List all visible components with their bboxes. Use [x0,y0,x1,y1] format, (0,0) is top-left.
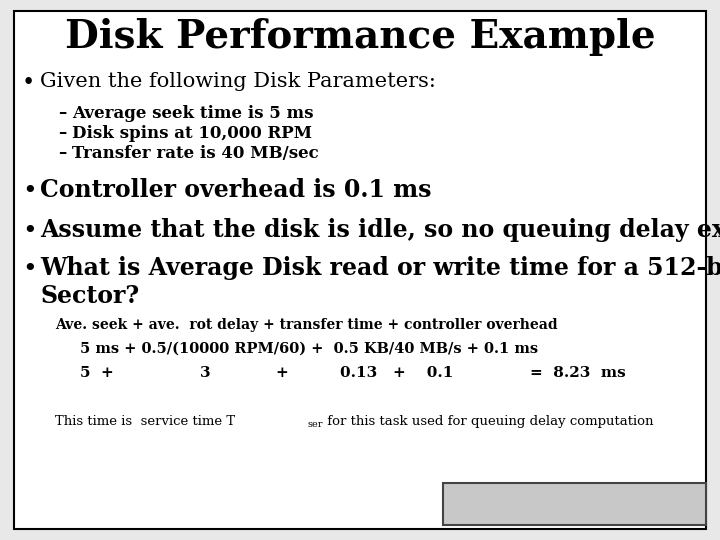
Text: Disk Performance Example: Disk Performance Example [65,18,655,56]
Text: •: • [22,220,37,243]
Text: 5  +: 5 + [80,366,114,380]
Text: =  8.23  ms: = 8.23 ms [530,366,626,380]
Text: EECC551 - Shaaban: EECC551 - Shaaban [495,490,695,508]
Text: •: • [22,258,37,281]
Text: #80  Exam Review  Spring 2004  5-5-2004: #80 Exam Review Spring 2004 5-5-2004 [505,510,700,519]
Text: –: – [58,145,66,162]
Text: •: • [22,180,37,203]
Text: for this task used for queuing delay computation: for this task used for queuing delay com… [323,415,654,428]
Text: This time is  service time T: This time is service time T [55,415,235,428]
Text: Assume that the disk is idle, so no queuing delay exist.: Assume that the disk is idle, so no queu… [40,218,720,242]
Text: Disk spins at 10,000 RPM: Disk spins at 10,000 RPM [72,125,312,142]
Text: Transfer rate is 40 MB/sec: Transfer rate is 40 MB/sec [72,145,319,162]
Text: Given the following Disk Parameters:: Given the following Disk Parameters: [40,72,436,91]
Text: +: + [275,366,288,380]
Text: Average seek time is 5 ms: Average seek time is 5 ms [72,105,313,122]
Text: 5 ms + 0.5/(10000 RPM/60) +  0.5 KB/40 MB/s + 0.1 ms: 5 ms + 0.5/(10000 RPM/60) + 0.5 KB/40 MB… [80,342,538,356]
Text: What is Average Disk read or write time for a 512-byte: What is Average Disk read or write time … [40,256,720,280]
Text: –: – [58,105,66,122]
Text: –: – [58,125,66,142]
Text: 3: 3 [200,366,211,380]
Text: 0.13   +    0.1: 0.13 + 0.1 [340,366,454,380]
Text: •: • [22,72,35,94]
Text: Sector?: Sector? [40,284,139,308]
Text: Ave. seek + ave.  rot delay + transfer time + controller overhead: Ave. seek + ave. rot delay + transfer ti… [55,318,557,332]
Text: Controller overhead is 0.1 ms: Controller overhead is 0.1 ms [40,178,431,202]
Text: ser: ser [308,420,323,429]
